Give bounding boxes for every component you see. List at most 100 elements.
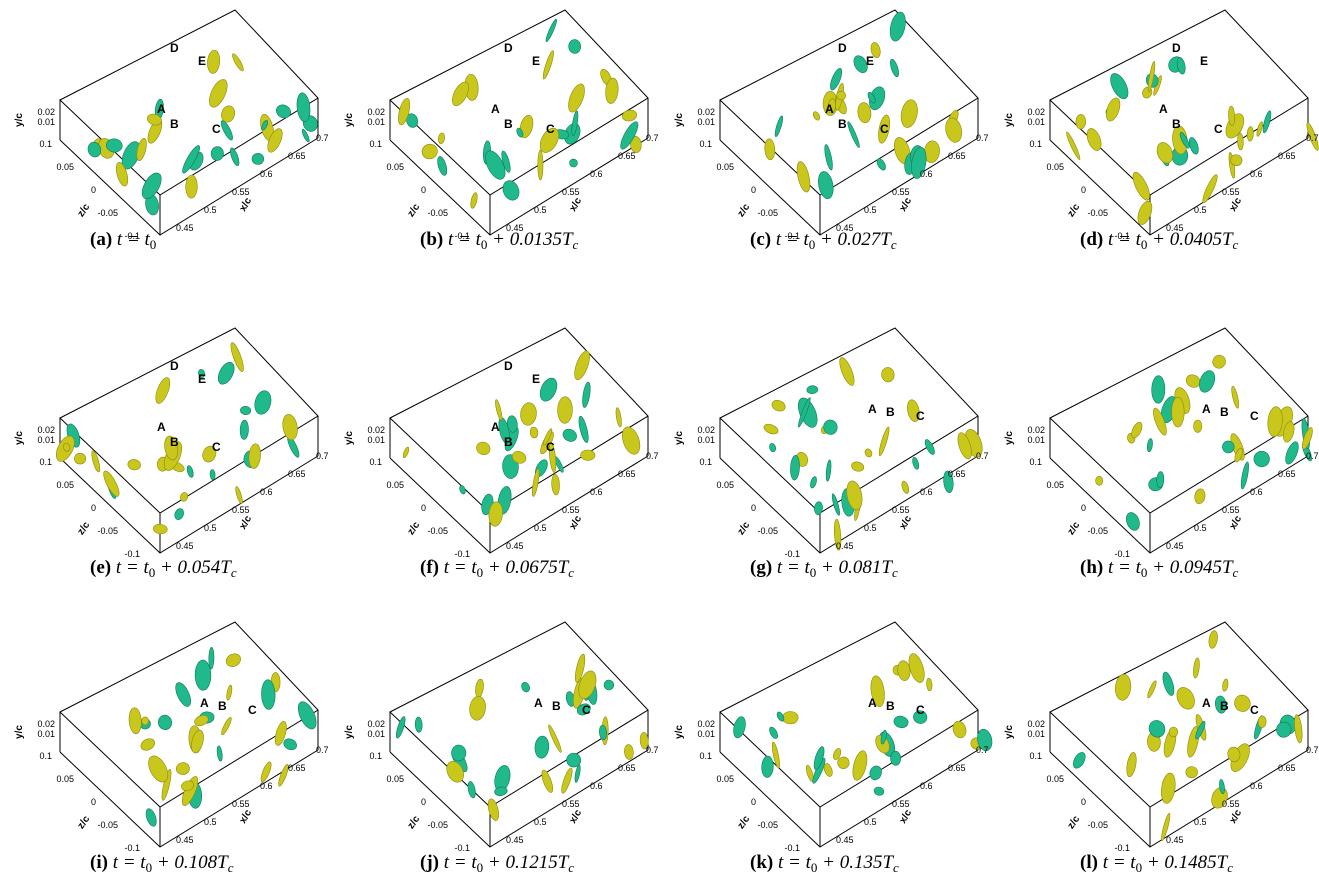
x-tick-label: 0.55 <box>892 799 910 809</box>
vortex-marker: A <box>157 102 166 116</box>
caption-label: (j) <box>420 852 439 873</box>
z-axis-label: z/c <box>406 202 423 220</box>
z-tick-label: 0.1 <box>39 457 52 467</box>
box-top <box>1050 10 1308 195</box>
iso-surface <box>436 155 449 176</box>
caption-subscript: c <box>1233 237 1239 252</box>
z-tick-label: 0.05 <box>386 774 404 784</box>
iso-surface <box>215 360 238 387</box>
iso-surface <box>621 109 638 123</box>
x-tick-label: 0.5 <box>1194 523 1207 533</box>
iso-surface <box>248 443 262 469</box>
z-axis-label: z/c <box>406 520 423 538</box>
iso-surface <box>1185 766 1198 779</box>
iso-surface <box>144 807 158 827</box>
vortex-marker: C <box>248 703 257 717</box>
x-tick-label: 0.55 <box>892 187 910 197</box>
z-tick-label: 0.1 <box>1029 457 1042 467</box>
x-tick-label: 0.65 <box>618 469 636 479</box>
iso-surface <box>90 450 101 473</box>
vortex-marker: B <box>504 117 513 131</box>
iso-surface <box>229 147 241 167</box>
caption-label: (l) <box>1080 852 1098 873</box>
x-tick-label: 0.6 <box>920 169 933 179</box>
caption-text: t = t <box>1108 229 1142 250</box>
iso-surface <box>761 756 773 778</box>
vortex-marker: A <box>534 696 543 710</box>
iso-surface <box>881 367 896 383</box>
z-tick-label: 0.1 <box>369 457 382 467</box>
z-tick-label: -0.05 <box>1087 526 1108 536</box>
z-tick-label: 0.05 <box>56 774 74 784</box>
vortex-marker: D <box>170 359 179 373</box>
y-axis-label: y/c <box>1004 113 1015 127</box>
panel: 0.020.01y/c0.10.050-0.05-0.1z/c0.450.50.… <box>674 328 989 559</box>
caption-text: t = t <box>113 852 147 873</box>
x-tick-label: 0.5 <box>534 205 547 215</box>
caption-text: t = t <box>448 229 482 250</box>
vortex-marker: A <box>1159 102 1168 116</box>
z-tick-label: -0.05 <box>97 208 118 218</box>
caption-label: (g) <box>750 557 772 578</box>
iso-surface <box>1194 420 1202 432</box>
y-tick-label: 0.02 <box>697 719 715 729</box>
x-tick-label: 0.65 <box>1278 469 1296 479</box>
y-tick-label: 0.01 <box>37 729 55 739</box>
iso-surface <box>541 50 555 80</box>
iso-surface <box>899 98 920 129</box>
y-tick-label: 0.01 <box>37 435 55 445</box>
x-tick-label: 0.55 <box>562 799 580 809</box>
iso-surface <box>1210 353 1227 371</box>
caption: (d) t = t0 + 0.0405Tc <box>1080 229 1239 252</box>
x-axis-label: x/c <box>898 808 915 826</box>
z-axis-label: z/c <box>1066 202 1083 220</box>
iso-surface <box>1096 476 1103 485</box>
iso-surface <box>224 651 243 669</box>
iso-surface <box>762 422 779 436</box>
z-tick-label: 0 <box>91 503 96 513</box>
iso-surface <box>809 476 817 489</box>
vortex-marker: A <box>491 420 500 434</box>
iso-surface <box>394 716 406 739</box>
z-tick-label: 0.1 <box>699 457 712 467</box>
z-tick-label: 0.1 <box>39 139 52 149</box>
x-tick-label: 0.7 <box>316 745 329 755</box>
x-tick-label: 0.55 <box>892 505 910 515</box>
box-bottom <box>390 750 648 847</box>
caption-text: t = t <box>1103 852 1137 873</box>
caption-label: (a) <box>90 229 112 250</box>
x-tick-label: 0.45 <box>1166 835 1184 845</box>
iso-surface <box>157 714 173 731</box>
vortex-marker: D <box>170 41 179 55</box>
z-tick-label: -0.05 <box>427 526 448 536</box>
iso-surface <box>825 460 832 482</box>
vortex-marker: C <box>582 703 591 717</box>
z-tick-label: -0.05 <box>427 820 448 830</box>
x-tick-label: 0.6 <box>260 781 273 791</box>
iso-surface <box>814 501 823 515</box>
iso-surface <box>220 716 233 735</box>
x-tick-label: 0.55 <box>1222 799 1240 809</box>
z-tick-label: 0 <box>751 797 756 807</box>
iso-surface <box>782 711 798 724</box>
x-tick-label: 0.65 <box>1278 763 1296 773</box>
x-tick-label: 0.7 <box>1306 133 1319 143</box>
y-axis-label: y/c <box>1004 725 1015 739</box>
caption-text: + 0.135T <box>817 852 894 873</box>
x-tick-label: 0.6 <box>920 487 933 497</box>
iso-surface <box>624 744 634 760</box>
iso-surface <box>1141 86 1153 100</box>
caption-label: (c) <box>750 229 771 250</box>
iso-surface <box>240 406 251 415</box>
caption: (k) t = t0 + 0.135Tc <box>750 852 899 875</box>
iso-surface <box>580 450 595 461</box>
iso-surface <box>893 715 910 730</box>
caption-text: t = t <box>117 229 151 250</box>
iso-surface <box>812 111 821 122</box>
caption: (c) t = t0 + 0.027Tc <box>750 229 897 252</box>
vortex-marker: B <box>170 435 179 449</box>
iso-surface <box>1107 71 1132 102</box>
x-tick-label: 0.55 <box>232 505 250 515</box>
box-bottom <box>1050 456 1308 553</box>
x-tick-label: 0.45 <box>176 835 194 845</box>
